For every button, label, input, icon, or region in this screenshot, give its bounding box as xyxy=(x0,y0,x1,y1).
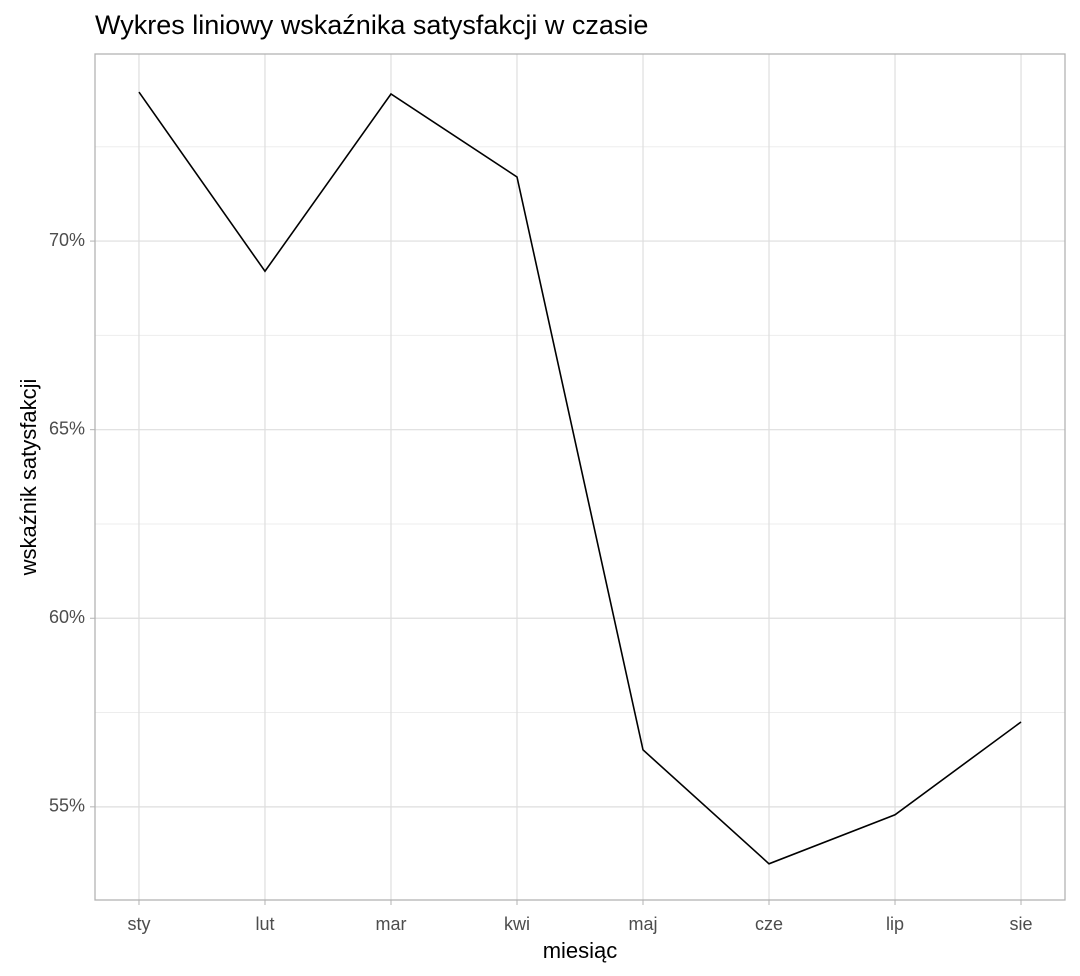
x-axis-title: miesiąc xyxy=(543,938,618,963)
panel-border xyxy=(94,53,1066,901)
x-tick-label: maj xyxy=(628,914,657,934)
x-tick-label: kwi xyxy=(504,914,530,934)
line xyxy=(138,91,1022,865)
y-tick-label: 65% xyxy=(49,418,85,438)
chart-title: Wykres liniowy wskaźnika satysfakcji w c… xyxy=(95,10,648,40)
y-axis-title: wskaźnik satysfakcji xyxy=(16,379,41,577)
x-tick-label: lut xyxy=(255,914,274,934)
x-tick-label: cze xyxy=(755,914,783,934)
x-tick-label: sie xyxy=(1010,914,1033,934)
x-tick-label: mar xyxy=(375,914,406,934)
y-tick-label: 60% xyxy=(49,607,85,627)
y-tick-label: 55% xyxy=(49,796,85,816)
y-tick-label: 70% xyxy=(49,230,85,250)
x-tick-label: lip xyxy=(886,914,904,934)
x-tick-label: sty xyxy=(127,914,150,934)
